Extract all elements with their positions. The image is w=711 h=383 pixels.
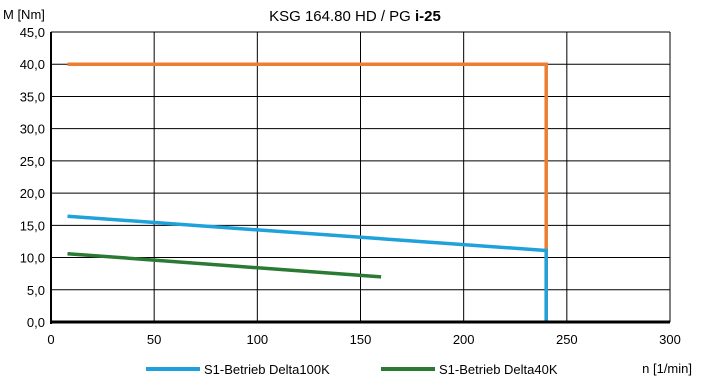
y-tick-label: 45,0 (20, 25, 45, 40)
y-tick-label: 30,0 (20, 122, 45, 137)
y-tick-label: 25,0 (20, 154, 45, 169)
x-tick-label: 50 (147, 332, 161, 347)
y-axis-label: M [Nm] (3, 7, 45, 22)
y-tick-label: 15,0 (20, 218, 45, 233)
x-tick-label: 200 (453, 332, 475, 347)
x-tick-label: 0 (47, 332, 54, 347)
series-line-3 (67, 251, 382, 279)
x-tick-label: 100 (246, 332, 268, 347)
grid-lines (51, 31, 671, 322)
y-tick-label: 35,0 (20, 89, 45, 104)
chart-title-bold: i-25 (415, 8, 441, 25)
y-tick-label: 40,0 (20, 57, 45, 72)
y-tick-label: 5,0 (27, 283, 45, 298)
x-tick-label: 150 (350, 332, 372, 347)
legend-label-delta100k: S1-Betrieb Delta100K (204, 362, 330, 377)
chart-title: KSG 164.80 HD / PG i-25 (269, 8, 441, 25)
x-tick-label: 300 (659, 332, 681, 347)
legend: S1-Betrieb Delta100K S1-Betrieb Delta40K (146, 362, 558, 377)
x-tick-label: 250 (556, 332, 578, 347)
y-tick-label: 10,0 (20, 251, 45, 266)
x-axis-label: n [1/min] (642, 361, 692, 376)
series-lines (67, 62, 548, 322)
series-line-1 (67, 62, 548, 322)
y-tick-label: 20,0 (20, 186, 45, 201)
chart-title-text: KSG 164.80 HD / PG (269, 8, 411, 25)
axes (50, 32, 670, 324)
y-tick-label: 0,0 (27, 315, 45, 330)
legend-label-delta40k: S1-Betrieb Delta40K (439, 362, 558, 377)
series-line-2 (67, 214, 548, 322)
tick-labels: 0,0 5,0 10,0 15,0 20,0 25,0 30,0 35,0 40,0 45,0 0 5… (20, 25, 681, 347)
